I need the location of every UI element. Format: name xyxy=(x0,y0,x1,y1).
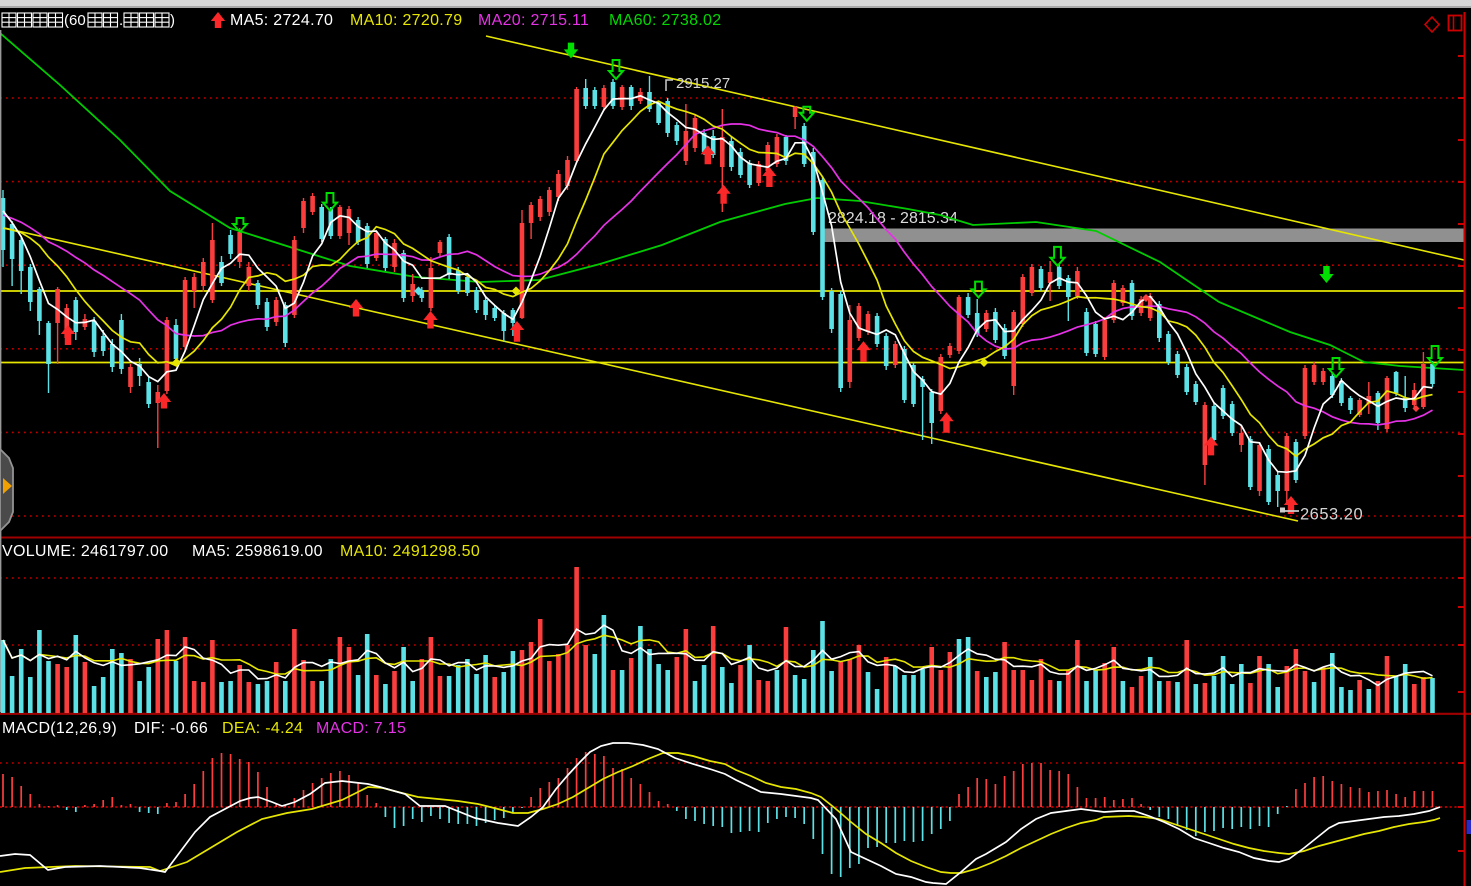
svg-text:VOLUME: 2461797.00: VOLUME: 2461797.00 xyxy=(2,543,168,560)
svg-text:2824.18 - 2815.34: 2824.18 - 2815.34 xyxy=(828,210,958,227)
svg-text:DIF: -0.66: DIF: -0.66 xyxy=(134,720,208,737)
svg-text:MA5: 2598619.00: MA5: 2598619.00 xyxy=(192,543,323,560)
svg-text:MA20: 2715.11: MA20: 2715.11 xyxy=(478,12,589,29)
svg-text:DEA: -4.24: DEA: -4.24 xyxy=(222,720,303,737)
svg-text:MA10: 2491298.50: MA10: 2491298.50 xyxy=(340,543,480,560)
svg-text:MA10: 2720.79: MA10: 2720.79 xyxy=(350,12,462,29)
svg-text:MA5: 2724.70: MA5: 2724.70 xyxy=(230,12,333,29)
svg-text:MA60: 2738.02: MA60: 2738.02 xyxy=(609,12,721,29)
svg-text:MACD(12,26,9): MACD(12,26,9) xyxy=(2,720,117,737)
svg-text:2915.27: 2915.27 xyxy=(676,75,730,92)
svg-text:2653.20: 2653.20 xyxy=(1300,506,1363,524)
svg-text:): ) xyxy=(170,12,175,29)
svg-text:(60: (60 xyxy=(64,12,86,29)
svg-text:.: . xyxy=(119,12,123,29)
svg-text:MACD: 7.15: MACD: 7.15 xyxy=(316,720,406,737)
